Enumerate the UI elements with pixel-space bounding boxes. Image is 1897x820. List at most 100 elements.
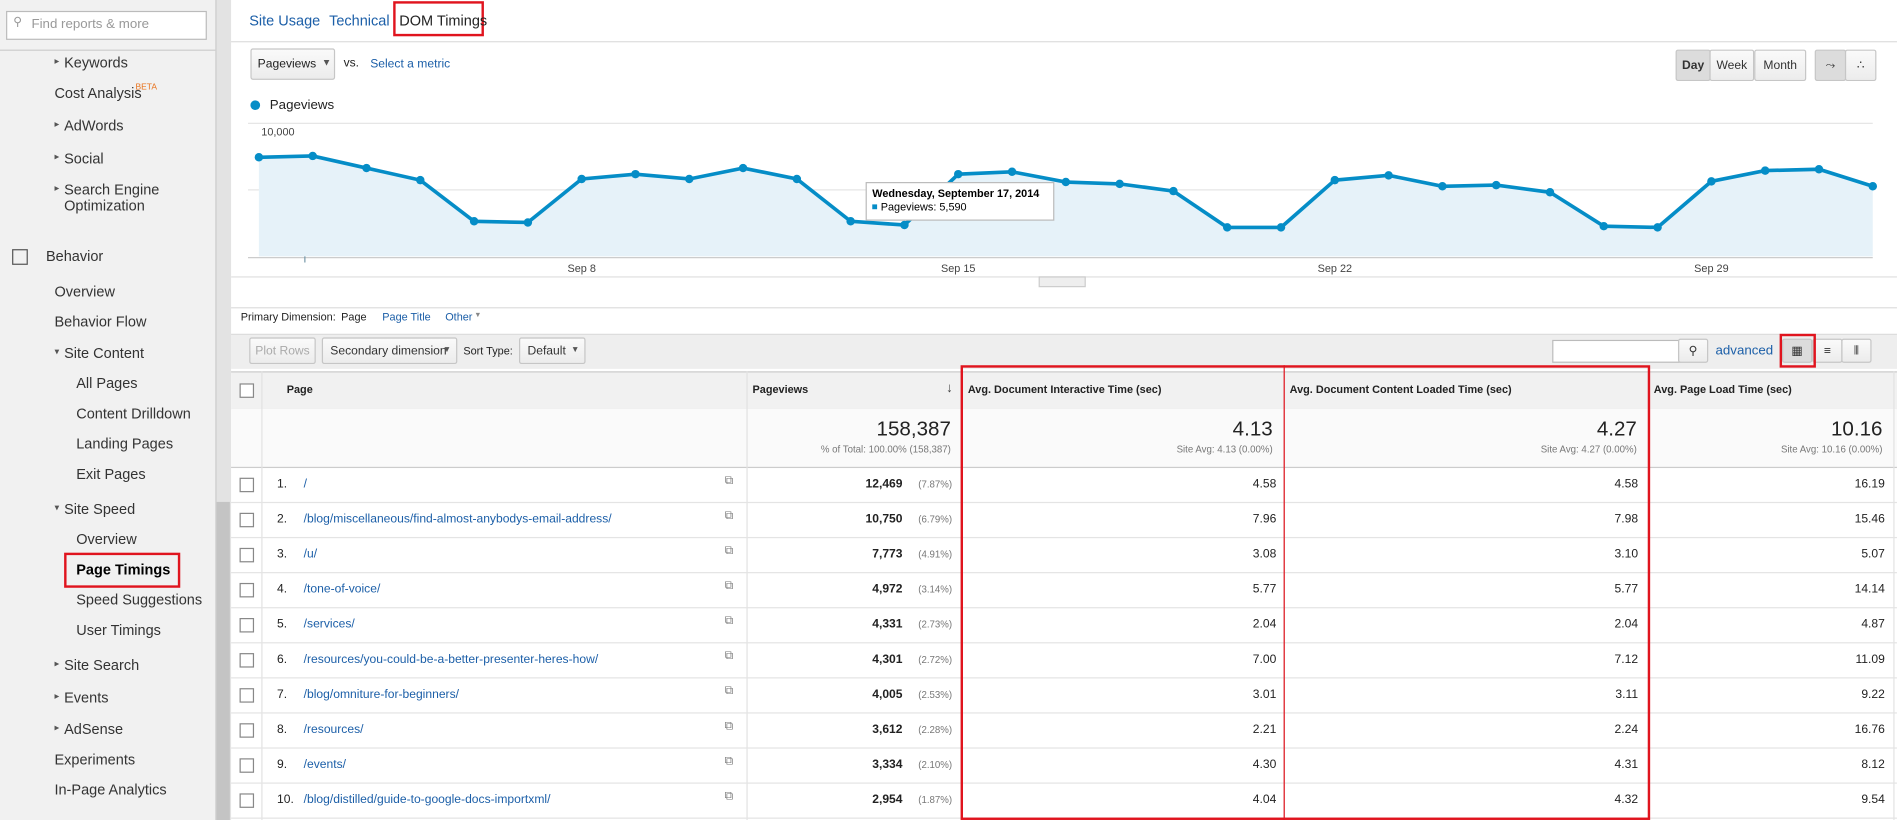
nav-item[interactable]: Speed Suggestions xyxy=(76,591,203,609)
scroll-thumb[interactable] xyxy=(216,501,230,820)
metric-dropdown[interactable] xyxy=(250,48,336,80)
table-search[interactable] xyxy=(1552,339,1681,363)
nav-item[interactable]: Site Content xyxy=(64,344,145,362)
point xyxy=(738,163,748,173)
cb[interactable] xyxy=(239,723,255,738)
cb[interactable] xyxy=(239,653,255,668)
cb[interactable] xyxy=(239,477,255,493)
nav-item[interactable]: Behavior xyxy=(45,247,104,265)
page-link[interactable]: /events/ xyxy=(303,758,347,772)
cb[interactable] xyxy=(239,793,255,808)
nav-item[interactable]: Search Engine Optimization xyxy=(64,181,160,215)
nav-item[interactable]: In-Page Analytics xyxy=(54,781,167,799)
advanced-link[interactable]: advanced xyxy=(1715,343,1774,358)
view-button[interactable]: ▦ xyxy=(1782,338,1813,363)
nav-item[interactable]: Overview xyxy=(54,282,115,300)
column-header[interactable]: Avg. Page Load Time (sec) xyxy=(1653,383,1792,396)
column-header[interactable]: Pageviews xyxy=(752,383,809,396)
select-metric[interactable]: Select a metric xyxy=(370,58,451,72)
page-link[interactable]: /u/ xyxy=(303,547,318,562)
nav-item[interactable]: Experiments xyxy=(54,751,136,768)
tab[interactable]: Technical xyxy=(329,12,390,30)
plot-rows-button[interactable]: Plot Rows xyxy=(249,337,316,365)
chart-type-button[interactable]: ⤳ xyxy=(1814,49,1847,82)
view-button[interactable]: ≡ xyxy=(1812,338,1843,363)
nav-arrow: ▾ xyxy=(54,501,60,513)
popout-icon[interactable]: ⧉ xyxy=(724,579,734,593)
popout-icon[interactable]: ⧉ xyxy=(724,754,734,768)
dimension-option[interactable]: Other xyxy=(445,310,473,323)
page-link[interactable]: /resources/you-could-be-a-better-present… xyxy=(303,653,599,667)
nav-item[interactable]: Overview xyxy=(76,530,137,548)
nav-item[interactable]: Social xyxy=(64,149,104,167)
nav-item[interactable]: AdWords xyxy=(64,117,124,135)
period-button[interactable]: Week xyxy=(1709,49,1755,82)
nav-item[interactable]: Events xyxy=(64,689,109,707)
nav-item[interactable]: Behavior Flow xyxy=(54,313,147,331)
cb[interactable] xyxy=(239,618,255,633)
nav-item[interactable]: Page Timings xyxy=(76,561,171,579)
cb[interactable] xyxy=(239,512,255,528)
popout-icon[interactable]: ⧉ xyxy=(724,614,734,628)
tab[interactable]: DOM Timings xyxy=(399,12,488,30)
nav-item[interactable]: Keywords xyxy=(64,54,128,72)
nav-item[interactable]: All Pages xyxy=(76,374,138,392)
nav-item[interactable]: Site Search xyxy=(64,656,140,674)
search-button[interactable]: ⚲ xyxy=(1677,338,1709,363)
dimension-option[interactable]: Page xyxy=(341,310,367,323)
nav-item[interactable]: Site Speed xyxy=(64,500,136,518)
secondary-dimension[interactable]: Secondary dimension xyxy=(321,337,458,365)
period-button[interactable]: Month xyxy=(1754,49,1807,82)
page-link[interactable]: /resources/ xyxy=(303,723,364,737)
page-link[interactable]: /blog/miscellaneous/find-almost-anybodys… xyxy=(303,512,612,527)
divider xyxy=(0,49,216,51)
column-header[interactable]: Avg. Document Interactive Time (sec) xyxy=(967,383,1162,396)
metric-value: 9.22 xyxy=(1861,688,1885,702)
nav-item[interactable]: Content Drilldown xyxy=(76,405,191,423)
view-button[interactable]: ⫴ xyxy=(1841,338,1872,363)
point xyxy=(1384,171,1393,180)
row-index: 3. xyxy=(277,547,288,562)
highlight xyxy=(1779,333,1816,368)
page-link[interactable]: / xyxy=(303,477,308,492)
x-tick-label: Sep 22 xyxy=(1318,263,1352,275)
column-header[interactable]: Page xyxy=(286,383,313,396)
page-link[interactable]: /blog/omniture-for-beginners/ xyxy=(303,688,460,702)
popout-icon[interactable]: ⧉ xyxy=(724,509,734,523)
cb[interactable] xyxy=(239,383,255,398)
table-row xyxy=(231,607,1897,644)
sort-dropdown[interactable]: Default xyxy=(519,337,586,365)
tab[interactable]: Site Usage xyxy=(249,12,321,30)
page-link[interactable]: /tone-of-voice/ xyxy=(303,582,381,597)
metric-value: 9.54 xyxy=(1861,793,1885,807)
total-value: 4.27 xyxy=(1596,417,1637,441)
popout-icon[interactable]: ⧉ xyxy=(724,719,734,733)
popout-icon[interactable]: ⧉ xyxy=(724,789,734,804)
cb[interactable] xyxy=(239,547,255,563)
column-header[interactable]: Avg. Document Content Loaded Time (sec) xyxy=(1289,383,1512,396)
period-button[interactable]: Day xyxy=(1675,49,1711,82)
nav-item[interactable]: AdSense xyxy=(64,720,124,738)
popout-icon[interactable]: ⧉ xyxy=(724,474,734,488)
pageviews-percent: (2.10%) xyxy=(918,759,953,771)
popout-icon[interactable]: ⧉ xyxy=(724,649,734,663)
cb[interactable] xyxy=(239,688,255,703)
cb[interactable] xyxy=(239,582,255,598)
nav-arrow: ▸ xyxy=(54,151,60,163)
page-link[interactable]: /blog/distilled/guide-to-google-docs-imp… xyxy=(303,793,551,807)
dimension-option[interactable]: Page Title xyxy=(382,310,431,323)
table-row xyxy=(231,572,1897,609)
chart-type-button[interactable]: ∴ xyxy=(1844,49,1877,82)
page-link[interactable]: /services/ xyxy=(303,618,355,632)
cb[interactable] xyxy=(239,758,255,773)
nav-item[interactable]: Landing Pages xyxy=(76,435,174,453)
metric-label[interactable]: Pageviews xyxy=(257,58,317,72)
metric-value: 2.21 xyxy=(1252,723,1277,737)
nav-item[interactable]: User Timings xyxy=(76,621,161,639)
pageviews: 4,972 xyxy=(872,582,903,597)
nav-item[interactable]: Cost Analysis xyxy=(54,84,142,102)
popout-icon[interactable]: ⧉ xyxy=(724,544,734,558)
nav-item[interactable]: Exit Pages xyxy=(76,465,146,483)
search-box[interactable] xyxy=(6,10,207,40)
popout-icon[interactable]: ⧉ xyxy=(724,684,734,698)
